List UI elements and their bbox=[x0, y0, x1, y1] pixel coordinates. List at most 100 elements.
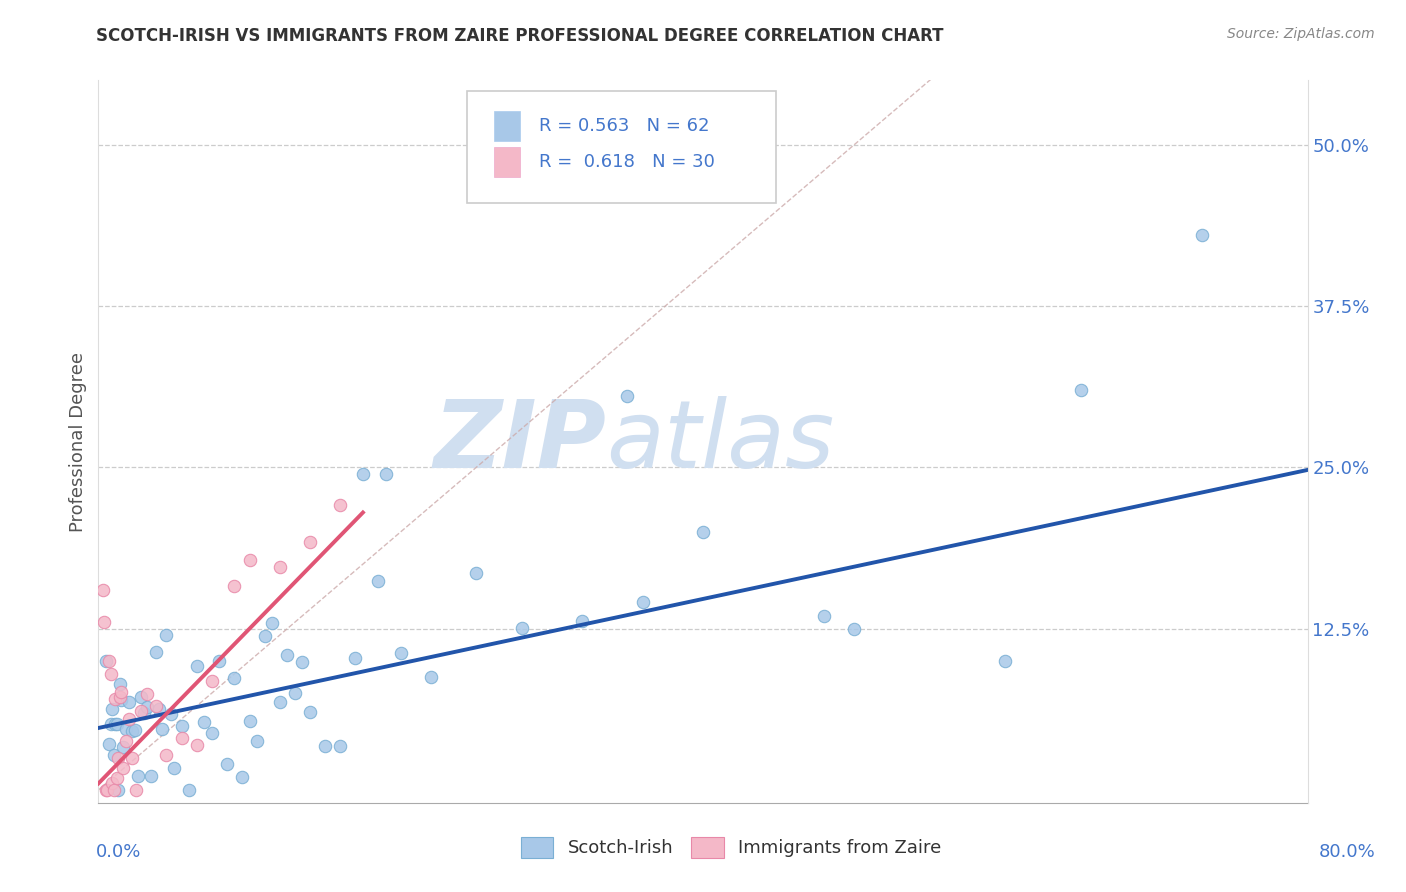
Point bbox=[329, 498, 352, 512]
Point bbox=[692, 524, 714, 539]
Point bbox=[127, 769, 149, 783]
Point bbox=[96, 783, 118, 797]
Point bbox=[329, 739, 352, 753]
Point bbox=[100, 666, 122, 681]
Point bbox=[571, 614, 593, 628]
Point bbox=[616, 389, 638, 403]
Point bbox=[994, 654, 1017, 668]
Point bbox=[145, 698, 167, 713]
Text: R =  0.618   N = 30: R = 0.618 N = 30 bbox=[538, 153, 714, 171]
Point bbox=[179, 783, 201, 797]
Point bbox=[94, 783, 117, 797]
Point bbox=[344, 651, 367, 665]
FancyBboxPatch shape bbox=[467, 91, 776, 203]
Point bbox=[141, 769, 163, 783]
Point bbox=[170, 731, 193, 746]
Point bbox=[269, 560, 291, 574]
Point bbox=[299, 705, 322, 719]
Point bbox=[135, 700, 157, 714]
Point bbox=[215, 757, 238, 772]
Point bbox=[844, 622, 866, 636]
Point bbox=[160, 707, 183, 722]
Point bbox=[103, 748, 125, 763]
Point bbox=[107, 751, 129, 765]
Point bbox=[111, 761, 134, 775]
Point bbox=[224, 578, 246, 592]
Point bbox=[465, 566, 488, 581]
Text: R = 0.563   N = 62: R = 0.563 N = 62 bbox=[538, 117, 709, 135]
Point bbox=[186, 659, 208, 673]
Point bbox=[155, 628, 177, 642]
Point bbox=[170, 719, 193, 733]
Point bbox=[186, 738, 208, 752]
Text: 0.0%: 0.0% bbox=[96, 843, 141, 861]
Point bbox=[291, 656, 314, 670]
Point bbox=[105, 717, 128, 731]
Point bbox=[239, 552, 262, 566]
Point bbox=[104, 717, 127, 731]
Bar bbox=[494, 111, 520, 141]
Point bbox=[129, 690, 152, 705]
Point bbox=[1070, 383, 1092, 397]
Point bbox=[121, 751, 143, 765]
Point bbox=[201, 673, 224, 688]
Point bbox=[111, 739, 134, 754]
Point bbox=[114, 733, 136, 747]
Text: ZIP: ZIP bbox=[433, 395, 606, 488]
Point bbox=[155, 748, 177, 763]
Point bbox=[124, 723, 146, 737]
Point bbox=[98, 737, 121, 751]
Point bbox=[631, 595, 654, 609]
Point bbox=[262, 615, 284, 630]
Point bbox=[108, 677, 131, 691]
Point bbox=[193, 714, 215, 729]
Point bbox=[148, 702, 170, 716]
Text: 80.0%: 80.0% bbox=[1319, 843, 1375, 861]
Point bbox=[118, 712, 141, 726]
Text: SCOTCH-IRISH VS IMMIGRANTS FROM ZAIRE PROFESSIONAL DEGREE CORRELATION CHART: SCOTCH-IRISH VS IMMIGRANTS FROM ZAIRE PR… bbox=[96, 27, 943, 45]
Point bbox=[231, 770, 253, 784]
Point bbox=[132, 706, 155, 721]
Legend: Scotch-Irish, Immigrants from Zaire: Scotch-Irish, Immigrants from Zaire bbox=[513, 830, 949, 865]
Point bbox=[352, 467, 374, 481]
Point bbox=[813, 608, 835, 623]
Point bbox=[389, 646, 412, 660]
Point bbox=[114, 722, 136, 736]
Point bbox=[107, 783, 129, 797]
Point bbox=[98, 654, 121, 668]
Point bbox=[101, 702, 124, 716]
Point bbox=[101, 776, 124, 790]
Point bbox=[374, 467, 396, 481]
Point bbox=[276, 648, 298, 662]
Point bbox=[420, 670, 443, 684]
Point bbox=[284, 686, 307, 700]
Point bbox=[208, 654, 231, 668]
Point bbox=[510, 622, 533, 636]
Point bbox=[201, 725, 224, 739]
Point bbox=[150, 723, 173, 737]
Point bbox=[93, 615, 115, 630]
Point bbox=[94, 654, 117, 668]
Point bbox=[299, 535, 322, 549]
Point bbox=[239, 714, 262, 729]
Text: Source: ZipAtlas.com: Source: ZipAtlas.com bbox=[1227, 27, 1375, 41]
Point bbox=[105, 771, 128, 785]
Point bbox=[129, 704, 152, 718]
Point bbox=[224, 671, 246, 685]
Point bbox=[367, 574, 389, 589]
Point bbox=[91, 582, 114, 597]
Y-axis label: Professional Degree: Professional Degree bbox=[69, 351, 87, 532]
Bar bbox=[494, 147, 520, 178]
Point bbox=[100, 717, 122, 731]
Point bbox=[110, 685, 132, 699]
Point bbox=[118, 695, 141, 709]
Point bbox=[253, 629, 276, 643]
Point bbox=[125, 783, 148, 797]
Point bbox=[135, 686, 157, 700]
Point bbox=[269, 695, 291, 709]
Point bbox=[121, 723, 143, 738]
Point bbox=[108, 690, 131, 704]
Point bbox=[103, 783, 125, 797]
Point bbox=[246, 733, 269, 747]
Point bbox=[314, 739, 336, 753]
